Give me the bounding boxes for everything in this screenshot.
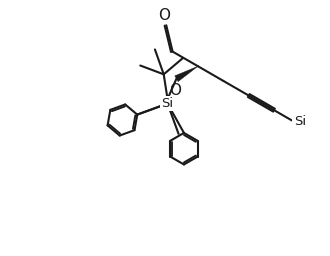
Text: O: O bbox=[158, 8, 170, 23]
Text: Si: Si bbox=[294, 115, 307, 128]
Text: O: O bbox=[169, 82, 181, 98]
Text: Si: Si bbox=[161, 97, 174, 110]
Polygon shape bbox=[175, 66, 198, 82]
